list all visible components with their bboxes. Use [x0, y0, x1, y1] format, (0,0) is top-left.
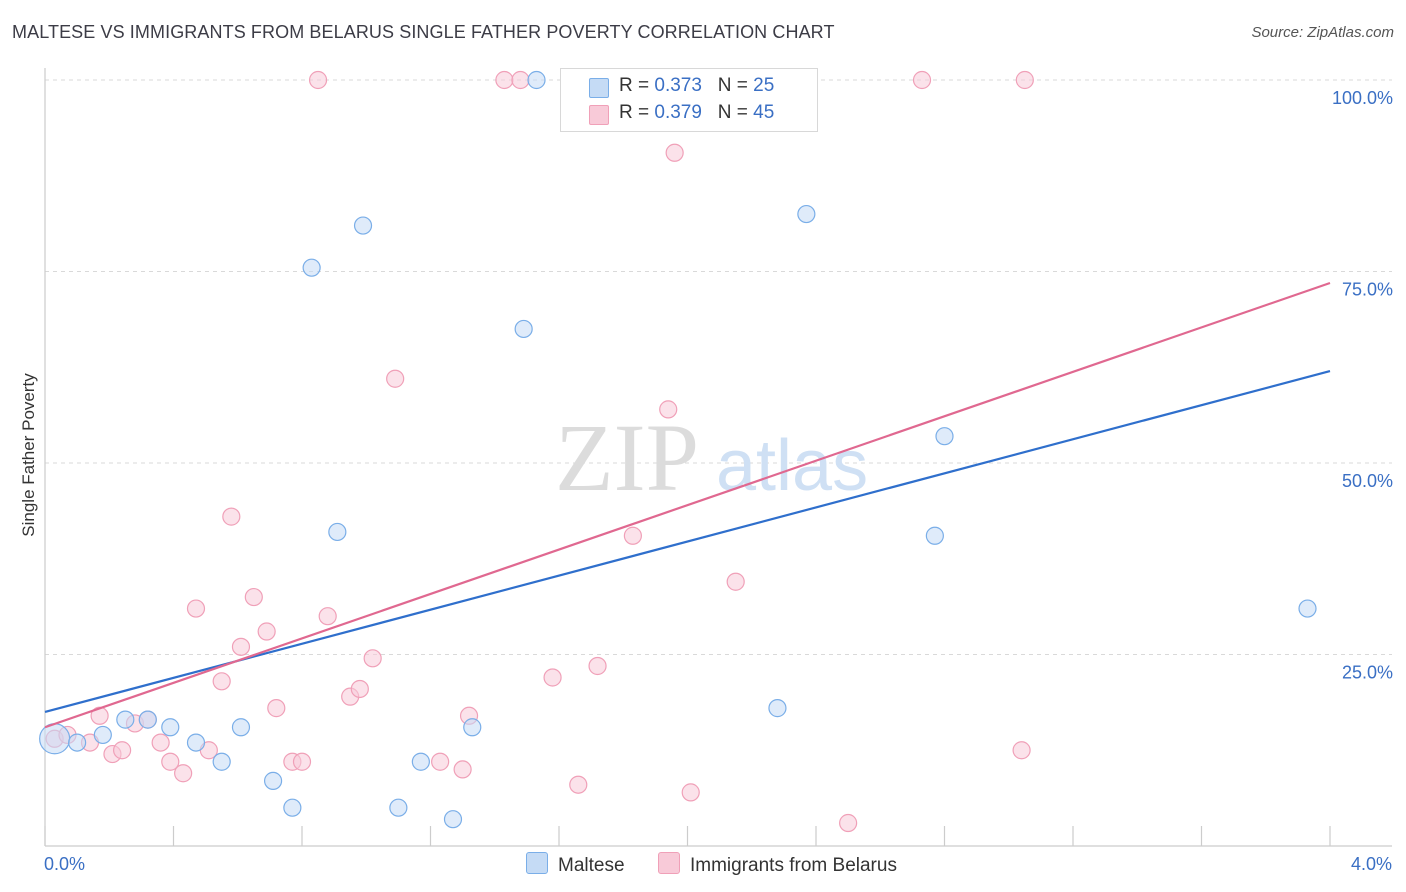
maltese-legend-swatch — [526, 852, 548, 874]
maltese-point — [925, 526, 944, 545]
belarus-point — [267, 699, 286, 718]
belarus-point — [1012, 741, 1031, 760]
maltese-point — [797, 204, 816, 224]
maltese-point — [768, 699, 787, 718]
maltese-point — [138, 710, 157, 729]
maltese-point — [389, 798, 408, 817]
belarus-point — [588, 656, 607, 676]
n-label: N = — [717, 75, 754, 96]
n-value: 45 — [753, 102, 775, 123]
belarus-point — [231, 637, 251, 656]
r-label: R = — [619, 102, 655, 123]
maltese-trend-line — [44, 370, 1331, 714]
belarus-point — [186, 599, 206, 618]
maltese-point — [186, 733, 206, 752]
n-label: N = — [717, 102, 754, 123]
belarus-point — [112, 741, 132, 760]
belarus-point — [212, 672, 231, 691]
r-label: R = — [619, 75, 655, 96]
maltese-point — [1298, 599, 1317, 618]
belarus-point — [839, 813, 858, 833]
maltese-point — [212, 752, 231, 771]
chart-title: MALTESE VS IMMIGRANTS FROM BELARUS SINGL… — [12, 22, 835, 42]
maltese-point — [116, 710, 135, 729]
bottom-legend-maltese: Maltese — [526, 852, 625, 877]
belarus-point — [174, 764, 193, 783]
belarus-legend-swatch — [658, 852, 680, 874]
belarus-point — [543, 668, 562, 687]
watermark-atlas: atlas — [716, 426, 868, 506]
belarus-point — [659, 400, 678, 419]
maltese-point — [93, 725, 112, 745]
y-tick-label: 100.0% — [1332, 88, 1393, 108]
belarus-point — [244, 587, 263, 607]
maltese-point — [935, 427, 954, 446]
bottom-legend-belarus: Immigrants from Belarus — [658, 852, 897, 877]
belarus-point — [453, 760, 472, 779]
x-tick-label-max: 4.0% — [1351, 854, 1392, 874]
belarus-point — [912, 70, 932, 90]
belarus-point — [1015, 70, 1034, 90]
belarus-point — [318, 607, 337, 626]
belarus-point — [161, 752, 180, 771]
belarus-point — [386, 369, 405, 388]
belarus-point — [665, 143, 684, 162]
r-value: 0.373 — [654, 75, 702, 96]
maltese-point — [443, 810, 463, 829]
belarus-point — [308, 70, 328, 90]
maltese-legend-label: Maltese — [558, 855, 625, 876]
belarus-point — [292, 752, 312, 771]
watermark-zip: ZIP — [555, 404, 699, 511]
axes — [44, 68, 1392, 847]
belarus-swatch — [589, 105, 609, 125]
y-axis-label: Single Father Poverty — [19, 373, 38, 537]
maltese-swatch — [589, 78, 609, 98]
maltese-point — [527, 70, 546, 90]
maltese-point — [463, 718, 482, 737]
y-tick-label: 50.0% — [1342, 471, 1393, 491]
y-tick-labels: 25.0% 50.0% 75.0% 100.0% — [1332, 88, 1393, 683]
stats-legend: R = 0.373 N = 25 R = 0.379 N = 45 — [560, 68, 818, 132]
grid-lines — [45, 79, 1392, 655]
belarus-point — [623, 526, 642, 545]
belarus-point — [257, 622, 276, 641]
maltese-point — [302, 258, 321, 277]
y-tick-label: 75.0% — [1342, 280, 1393, 300]
maltese-point — [161, 718, 180, 737]
maltese-point — [68, 733, 87, 752]
maltese-point — [514, 319, 533, 339]
maltese-point — [328, 522, 347, 542]
maltese-point — [263, 771, 283, 790]
belarus-point — [350, 679, 369, 699]
belarus-point — [569, 775, 588, 794]
maltese-point — [39, 723, 71, 755]
maltese-point — [411, 752, 430, 771]
maltese-point — [283, 798, 302, 817]
maltese-point — [231, 718, 251, 737]
n-value: 25 — [753, 75, 775, 96]
maltese-point — [353, 216, 373, 235]
belarus-legend-label: Immigrants from Belarus — [690, 855, 897, 876]
belarus-point — [495, 70, 514, 90]
belarus-point — [511, 70, 530, 90]
trend-lines — [44, 281, 1331, 729]
data-points — [39, 70, 1317, 833]
belarus-trend-line — [44, 281, 1331, 729]
y-tick-label: 25.0% — [1342, 663, 1393, 683]
r-value: 0.379 — [654, 102, 702, 123]
belarus-point — [151, 733, 170, 752]
belarus-point — [726, 572, 745, 591]
belarus-point — [681, 783, 700, 802]
belarus-point — [431, 752, 450, 771]
belarus-point — [222, 507, 241, 526]
source-label: Source: ZipAtlas.com — [1251, 24, 1394, 41]
x-tick-label-min: 0.0% — [44, 854, 85, 874]
belarus-point — [363, 649, 382, 668]
